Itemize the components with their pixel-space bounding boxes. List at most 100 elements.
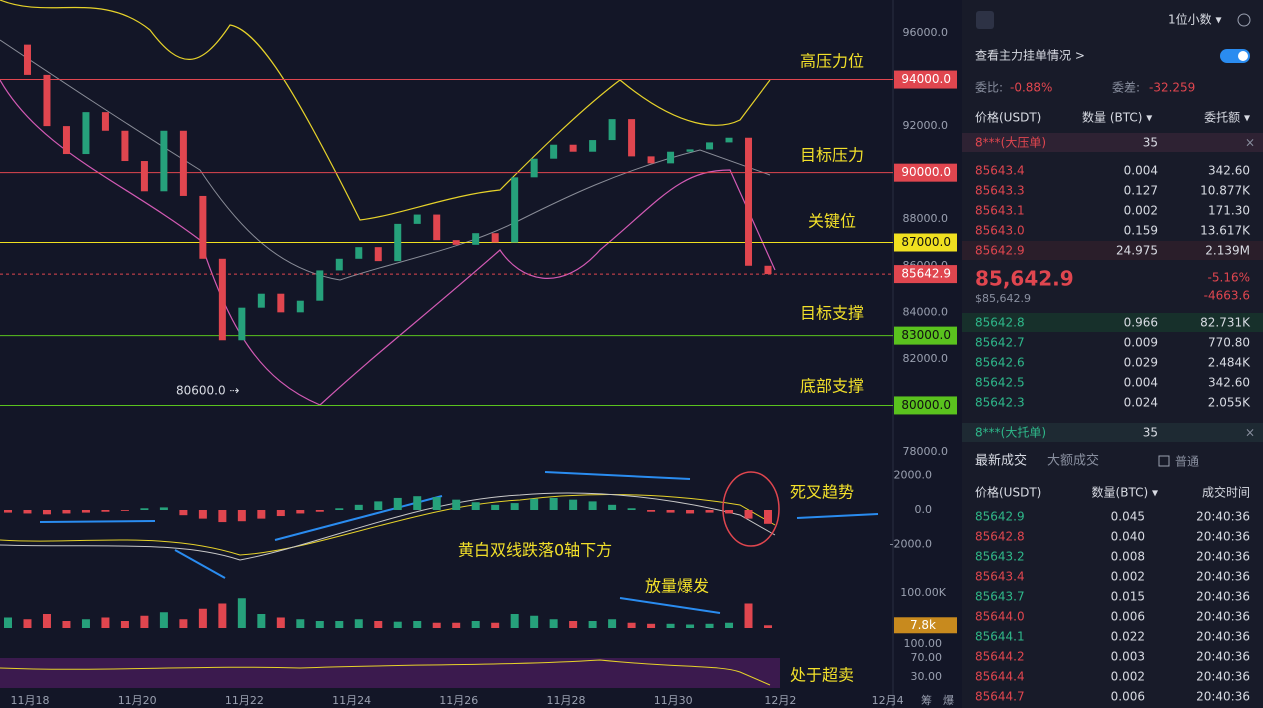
macd-bar <box>627 508 636 510</box>
volume-bar <box>354 619 363 628</box>
big-bid-bar <box>962 423 1263 442</box>
chart-bg <box>0 0 960 708</box>
y-tick-label: 88000.0 <box>903 212 949 225</box>
toggle-knob <box>1238 51 1248 61</box>
volume-bar <box>62 621 71 628</box>
trade-time: 20:40:36 <box>1196 570 1250 584</box>
side-label: 爆 <box>943 693 954 707</box>
big-bid-label: 8***(大托单) <box>975 426 1046 440</box>
trades-header: 价格(USDT) <box>975 485 1041 500</box>
orderbook-cell: 85643.3 <box>975 184 1025 198</box>
level-note: 目标支撑 <box>800 304 864 323</box>
macd-dea <box>0 494 776 556</box>
trade-price: 85644.2 <box>975 650 1025 664</box>
filter-box[interactable] <box>1158 455 1170 467</box>
orderbook-cell: 85642.6 <box>975 356 1025 370</box>
candle <box>160 130 168 192</box>
volume-bar <box>23 619 32 628</box>
macd-bar <box>120 510 129 511</box>
x-tick-label: 11月18 <box>11 694 50 707</box>
level-note: 目标压力 <box>800 146 864 165</box>
candle <box>706 142 714 150</box>
decimal-select[interactable]: 1位小数 ▾ <box>1168 12 1221 27</box>
volume-tag <box>894 617 957 634</box>
close-icon[interactable]: × <box>1245 426 1255 440</box>
volume-bar <box>179 619 188 628</box>
orderbook-cell: 0.002 <box>1124 204 1158 218</box>
chart: 96000.094000.092000.090000.088000.086000… <box>0 0 960 708</box>
orderbook-cell: 0.009 <box>1124 336 1158 350</box>
volume-bar <box>530 615 539 628</box>
candle <box>745 137 753 266</box>
rsi-line <box>0 659 771 686</box>
trade-price: 85644.4 <box>975 670 1025 684</box>
trade-time: 20:40:36 <box>1196 550 1250 564</box>
volume-bar <box>276 617 285 628</box>
volume-bar <box>549 619 558 628</box>
macd-bar <box>315 510 324 512</box>
orderbook-cell: 0.966 <box>1124 316 1158 330</box>
trade-time: 20:40:36 <box>1196 530 1250 544</box>
volume-bar <box>569 621 578 628</box>
candle <box>394 223 402 262</box>
level-tag <box>894 326 957 345</box>
candle <box>628 119 636 157</box>
annotation: 黄白双线跌落0轴下方 <box>458 541 612 560</box>
trade-price: 85643.7 <box>975 590 1025 604</box>
macd-bar <box>705 510 714 513</box>
trade-qty: 0.006 <box>1111 610 1145 624</box>
candle <box>472 233 480 245</box>
tab-large[interactable]: 大额成交 <box>1047 453 1099 469</box>
orderbook-link[interactable]: 查看主力挂单情况 > <box>975 49 1085 63</box>
candle <box>355 247 363 259</box>
macd-bar <box>42 510 51 515</box>
level-tag-label: 83000.0 <box>901 328 951 342</box>
macd-bar <box>413 496 422 510</box>
volume-bar <box>627 622 636 628</box>
orderbook-cell: 10.877K <box>1200 184 1251 198</box>
level-tag <box>894 233 957 252</box>
orderbook-cell: 85643.0 <box>975 224 1025 238</box>
trades-header: 数量(BTC) ▾ <box>1092 485 1158 500</box>
volume-bar <box>666 623 675 628</box>
candle <box>491 233 499 243</box>
level-note: 关键位 <box>808 212 856 231</box>
macd-bar <box>588 501 597 510</box>
macd-bar <box>218 510 227 523</box>
filter[interactable]: 普通 <box>1175 455 1199 469</box>
bollinger-mid <box>0 39 771 281</box>
x-tick-label: 11月30 <box>654 694 693 707</box>
macd-bar <box>647 510 656 512</box>
macd-bar <box>140 508 149 510</box>
candle <box>218 258 226 341</box>
close-icon[interactable]: × <box>1245 136 1255 150</box>
orderbook-cell: 85643.1 <box>975 204 1025 218</box>
view-icon[interactable] <box>976 11 994 29</box>
last-price: 85,642.9 <box>975 267 1074 291</box>
candle <box>764 265 772 275</box>
candle <box>667 151 675 164</box>
rsi-tick-label: 100.00 <box>904 637 943 650</box>
macd-bar <box>101 510 110 512</box>
annotation: 放量爆发 <box>645 577 709 596</box>
trade-price: 85644.7 <box>975 690 1025 704</box>
candle <box>23 44 31 75</box>
annotation: 死叉趋势 <box>790 483 854 502</box>
volume-tag-label: 7.8k <box>910 618 936 632</box>
low-label: 80600.0 ⇢ <box>176 384 240 398</box>
orderbook-cell: 0.127 <box>1124 184 1158 198</box>
y-tick-label: 82000.0 <box>903 352 949 365</box>
macd-tick-label: 0.0 <box>915 503 933 516</box>
tab-latest[interactable]: 最新成交 <box>975 453 1027 469</box>
ratio: -0.88% <box>1010 81 1052 95</box>
x-tick-label: 11月28 <box>547 694 586 707</box>
volume-bar <box>218 603 227 628</box>
volume-bar <box>647 623 656 628</box>
cross-circle <box>722 471 780 547</box>
settings-icon[interactable] <box>1237 13 1251 27</box>
volume-bar <box>296 619 305 628</box>
trade-time: 20:40:36 <box>1196 510 1250 524</box>
macd-bar <box>257 510 266 519</box>
y-tick-label: 96000.0 <box>903 26 949 39</box>
orderbook-header: 数量 (BTC) ▾ <box>1082 110 1152 125</box>
